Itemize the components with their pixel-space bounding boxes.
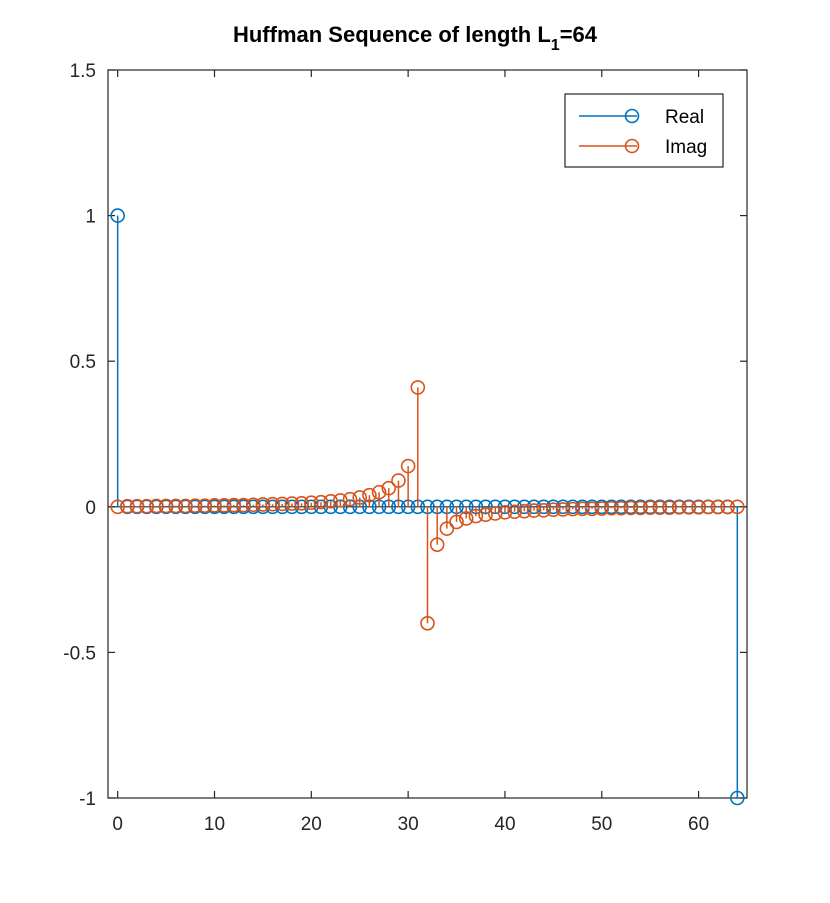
stem-marker xyxy=(546,502,561,518)
stem-marker xyxy=(730,790,745,806)
x-tick-label: 10 xyxy=(204,814,225,835)
stem-marker xyxy=(478,507,493,522)
stem-marker xyxy=(536,499,551,515)
stem-marker xyxy=(187,498,203,513)
stem-marker xyxy=(710,499,726,515)
stem-marker xyxy=(110,208,125,223)
plot-area: 0 10 20 30 40 50 60 -1 -0.5 0 0.5 1 1.5 Real Imag xyxy=(63,61,748,835)
stem-marker xyxy=(526,503,542,518)
stem-marker xyxy=(139,498,155,514)
stem-marker xyxy=(565,501,581,517)
stem-marker xyxy=(575,501,590,517)
series-imag xyxy=(110,380,745,631)
stem-marker xyxy=(197,498,213,513)
x-tick-label: 50 xyxy=(591,814,612,835)
stem-marker xyxy=(304,495,319,511)
stem-marker xyxy=(158,498,174,514)
stem-marker xyxy=(730,499,745,515)
stem-marker xyxy=(381,480,397,496)
stem-marker xyxy=(313,494,329,510)
stem-marker xyxy=(129,498,145,514)
stem-marker xyxy=(333,493,348,508)
stem-marker xyxy=(613,500,629,516)
y-tick-label: 1.5 xyxy=(70,61,96,82)
stem-marker xyxy=(323,493,338,509)
y-tick-label: 1 xyxy=(85,207,96,228)
legend-label: Real xyxy=(665,107,704,128)
stem-marker xyxy=(371,484,387,500)
stem-marker xyxy=(700,499,716,515)
stem-marker xyxy=(255,497,271,512)
stem-marker xyxy=(662,500,677,515)
x-tick-label: 0 xyxy=(112,814,123,835)
stem-marker xyxy=(526,499,542,515)
stem-marker xyxy=(604,500,619,516)
x-tick-label: 60 xyxy=(688,814,709,835)
axes-box xyxy=(107,69,748,799)
y-tick-label: -1 xyxy=(79,789,96,810)
legend-label: Imag xyxy=(665,137,707,158)
chart-title-subscript: 1 xyxy=(551,37,560,54)
stem-marker xyxy=(342,491,358,507)
stem-marker xyxy=(623,500,639,516)
stem-marker xyxy=(507,504,522,520)
stem-marker xyxy=(410,380,426,395)
stem-marker xyxy=(294,496,309,511)
stem-marker xyxy=(594,501,610,516)
stem-marker xyxy=(420,615,435,631)
stem-marker xyxy=(584,501,600,517)
chart-title-main: Huffman Sequence of length L xyxy=(233,22,551,47)
x-tick-label: 20 xyxy=(301,814,322,835)
chart-title-suffix: =64 xyxy=(560,22,598,47)
stem-marker xyxy=(517,503,532,519)
stem-marker xyxy=(536,502,551,518)
stem-marker xyxy=(652,500,668,515)
stem-marker xyxy=(178,498,193,514)
stem-marker xyxy=(352,490,368,505)
stem-marker xyxy=(497,505,513,520)
stem-marker xyxy=(110,499,125,515)
stem-marker xyxy=(720,499,735,515)
x-tick-label: 40 xyxy=(494,814,515,835)
stem-marker xyxy=(391,473,406,488)
stem-marker xyxy=(439,521,455,536)
stem-marker xyxy=(633,500,648,516)
stem-marker xyxy=(458,511,474,526)
stem-marker xyxy=(468,508,484,524)
stem-marker xyxy=(691,500,706,515)
stem-marker xyxy=(362,487,377,503)
x-tick-label: 30 xyxy=(398,814,419,835)
stem-marker xyxy=(642,500,658,515)
stem-marker xyxy=(681,500,697,515)
stem-marker xyxy=(671,500,687,515)
stem-marker xyxy=(245,497,261,513)
stem-marker xyxy=(429,537,445,552)
stem-marker xyxy=(236,497,251,513)
stem-marker xyxy=(168,498,184,514)
stem-marker xyxy=(149,498,164,514)
stem-marker xyxy=(284,496,300,511)
stem-marker xyxy=(487,506,503,521)
stem-marker xyxy=(226,497,242,513)
stem-marker xyxy=(449,514,464,530)
chart-title: Huffman Sequence of length L1=64 xyxy=(233,22,598,54)
legend-marker xyxy=(624,138,640,154)
stem-marker xyxy=(555,502,571,517)
y-tick-label: -0.5 xyxy=(63,643,96,664)
stem-marker xyxy=(304,499,319,515)
legend-marker xyxy=(624,108,640,124)
y-tick-label: 0.5 xyxy=(70,352,96,373)
legend-box xyxy=(564,93,724,168)
stem-marker xyxy=(120,498,135,514)
stem-marker xyxy=(294,499,309,515)
stem-marker xyxy=(207,498,222,513)
y-tick-label: 0 xyxy=(85,498,96,519)
stem-marker xyxy=(274,496,290,512)
stem-marker xyxy=(265,496,280,512)
stem-marker xyxy=(216,498,232,513)
stem-marker xyxy=(400,458,416,474)
